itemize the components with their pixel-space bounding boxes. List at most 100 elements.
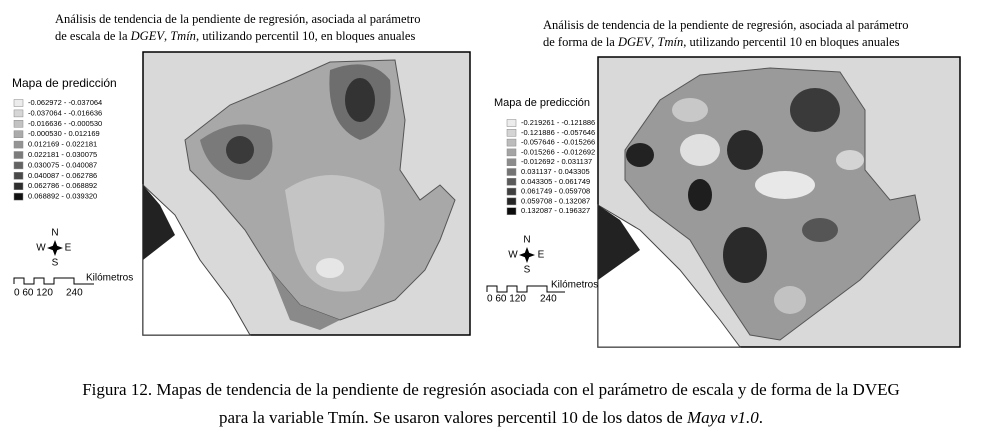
zone: [226, 136, 254, 164]
legend-label: 0.031137 - 0.043305: [521, 167, 590, 176]
legend-label: -0.012692 - 0.031137: [521, 157, 592, 166]
title-part: de escala de la: [55, 29, 131, 43]
legend-swatch: [506, 138, 517, 147]
zone: [345, 78, 375, 122]
scale-ticks: 0 60 120: [487, 294, 526, 305]
compass: N W E S: [36, 228, 71, 269]
legend-title: Mapa de predicción: [12, 76, 117, 90]
compass-rose: [47, 240, 63, 256]
caption-part: para la variable Tmín. Se usaron valores…: [219, 408, 687, 427]
title-line: Análisis de tendencia de la pendiente de…: [543, 18, 908, 32]
compass-label: N: [523, 235, 530, 246]
scale-bar: Kilómetros 0 60 120 240: [486, 280, 598, 305]
compass: N W E S: [508, 235, 544, 276]
ocean: [142, 183, 251, 336]
legend-label: 0.012169 - 0.022181: [28, 140, 97, 149]
title-part: Tmín: [170, 29, 196, 43]
legend-label: -0.219261 - -0.121886: [521, 118, 595, 127]
title-part: DGEV: [617, 35, 653, 49]
zone: [672, 98, 708, 122]
left-map: [142, 51, 471, 336]
scale-unit: Kilómetros: [86, 273, 133, 284]
compass-rose: [519, 247, 535, 263]
legend-label: 0.061749 - 0.059708: [521, 187, 590, 196]
zone: [285, 175, 385, 292]
title-part: ,: [164, 29, 170, 43]
legend-swatch: [506, 197, 517, 206]
title-part: ,: [651, 35, 657, 49]
legend-label: 0.040087 - 0.062786: [28, 171, 97, 180]
coast: [598, 205, 640, 280]
title-part: DGEV: [130, 29, 166, 43]
zone: [316, 258, 344, 278]
compass-label: E: [538, 250, 545, 261]
legend-label: 0.043305 - 0.061749: [521, 177, 590, 186]
legend-label: 0.022181 - 0.030075: [28, 150, 97, 159]
zone: [270, 270, 340, 330]
right-map: [597, 56, 961, 348]
title-line: de escala de la DGEV, Tmín, utilizando p…: [55, 29, 415, 43]
title-line: Análisis de tendencia de la pendiente de…: [55, 12, 420, 26]
zone: [836, 150, 864, 170]
legend-label: -0.000530 - 0.012169: [28, 129, 100, 138]
legend-label: 0.062786 - 0.068892: [28, 181, 97, 190]
coast: [143, 185, 175, 260]
legend-swatch: [506, 148, 517, 157]
legend-swatch: [13, 172, 24, 180]
scale-line: [486, 285, 565, 293]
compass-label: E: [65, 243, 72, 254]
legend-swatch: [13, 120, 24, 128]
caption-part: Maya v1.0: [686, 408, 759, 427]
caption-line: para la variable Tmín. Se usaron valores…: [219, 408, 763, 427]
legend-swatch: [13, 109, 24, 118]
legend-label: 0.030075 - 0.040087: [28, 160, 97, 169]
legend-swatch: [506, 119, 517, 127]
zone: [774, 286, 806, 314]
legend: -0.219261 - -0.121886-0.121886 - -0.0576…: [506, 118, 595, 215]
legend-label: -0.062972 - -0.037064: [28, 98, 102, 107]
legend-swatch: [13, 192, 24, 201]
legend-label: 0.132087 - 0.196327: [521, 206, 590, 215]
legend: -0.062972 - -0.037064-0.037064 - -0.0166…: [13, 98, 102, 201]
legend-label: -0.121886 - -0.057646: [521, 128, 595, 137]
zone: [688, 179, 712, 211]
zone: [802, 218, 838, 242]
scale-end: 240: [540, 294, 557, 305]
scale-ticks: 0 60 120: [14, 288, 53, 299]
zone: [755, 171, 815, 199]
caption-part: .: [759, 408, 763, 427]
zone: [727, 130, 763, 170]
legend-label: 0.059708 - 0.132087: [521, 196, 590, 205]
legend-label: -0.037064 - -0.016636: [28, 108, 102, 117]
scale-bar: Kilómetros 0 60 120 240: [13, 273, 133, 299]
zone: [680, 134, 720, 166]
legend-title: Mapa de predicción: [494, 97, 590, 109]
legend-swatch: [506, 187, 517, 196]
legend-label: -0.015266 - -0.012692: [521, 147, 595, 156]
legend-swatch: [13, 151, 24, 159]
legend-label: -0.016636 - -0.000530: [28, 119, 102, 128]
legend-swatch: [13, 182, 24, 190]
zone: [790, 88, 840, 132]
zone: [626, 143, 654, 167]
title-part: de forma de la: [543, 35, 618, 49]
compass-label: W: [36, 243, 46, 254]
scale-unit: Kilómetros: [551, 280, 598, 291]
title-part: Tmín: [658, 35, 684, 49]
legend-swatch: [13, 140, 24, 149]
scale-end: 240: [66, 288, 83, 299]
scale-line: [13, 277, 94, 285]
legend-swatch: [506, 207, 517, 215]
compass-label: W: [508, 250, 518, 261]
legend-swatch: [506, 158, 517, 166]
title-part: , utilizando percentil 10 en bloques anu…: [683, 35, 899, 49]
legend-swatch: [506, 178, 517, 186]
caption-line: Figura 12. Mapas de tendencia de la pend…: [82, 380, 900, 399]
compass-label: N: [51, 228, 58, 239]
legend-swatch: [506, 168, 517, 176]
zone: [723, 227, 767, 283]
legend-swatch: [13, 161, 24, 170]
legend-swatch: [13, 130, 24, 138]
